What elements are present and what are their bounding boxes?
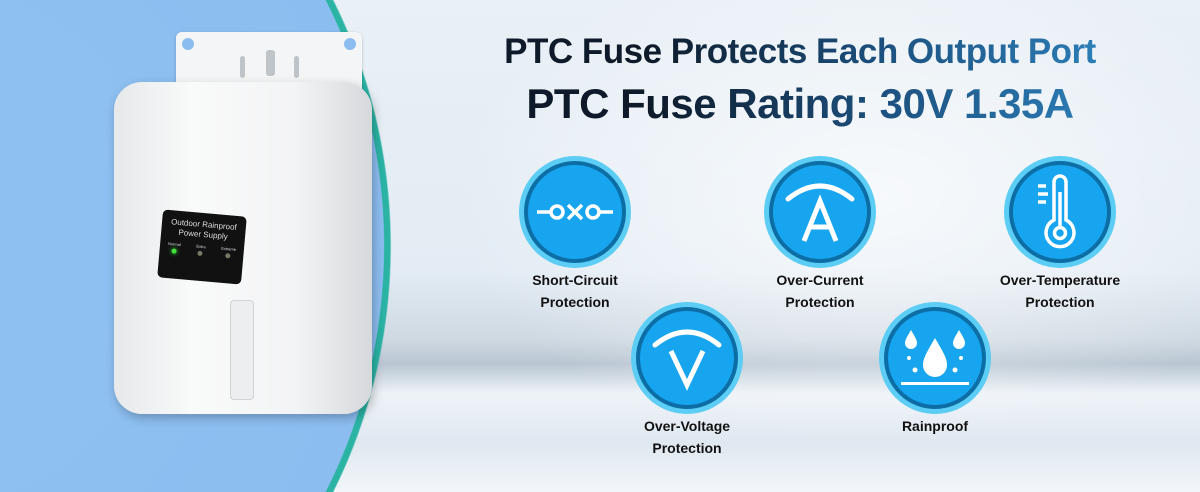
feature-label-line1: Short-Circuit (532, 272, 618, 288)
feature-label-line2: Protection (1025, 294, 1095, 310)
thermometer-icon (1038, 174, 1076, 249)
headline-line1: PTC Fuse Protects Each Output Port (420, 32, 1180, 72)
short-circuit-icon (537, 203, 613, 221)
product-label: Outdoor Rainproof Power Supply Normal Ex… (157, 209, 247, 285)
feature-label-line1: Over-Temperature (999, 272, 1121, 288)
led-extra: Extra (196, 244, 206, 257)
mounting-hole (344, 38, 356, 50)
feature-rainproof: Rainproof (835, 302, 1035, 436)
headline-line2: PTC Fuse Rating: 30V 1.35A (420, 80, 1180, 128)
mounting-slot (240, 56, 245, 78)
feature-label-line1: Rainproof (901, 418, 969, 434)
led-extreme: Extreme (220, 246, 236, 259)
feature-label-line1: Over-Current (776, 272, 864, 288)
mounting-slot (266, 50, 275, 76)
cable-door (230, 300, 254, 400)
led-label: Extreme (221, 245, 237, 252)
mounting-slot (294, 56, 299, 78)
led-indicator (197, 250, 204, 257)
feature-label-line2: Protection (652, 440, 722, 456)
led-indicator (171, 248, 177, 254)
feature-label-line1: Over-Voltage (643, 418, 731, 434)
led-normal: Normal (167, 241, 181, 254)
feature-label-line2: Protection (540, 294, 610, 310)
led-indicator (225, 253, 231, 259)
feature-over-current: Over-Current Protection (720, 156, 920, 312)
ammeter-icon (785, 183, 855, 242)
feature-over-voltage: Over-Voltage Protection (587, 302, 787, 458)
water-drops-icon (901, 330, 969, 385)
feature-short-circuit: Short-Circuit Protection (475, 156, 675, 312)
mounting-hole (182, 38, 194, 50)
voltmeter-icon (652, 329, 722, 391)
led-label: Normal (167, 241, 182, 248)
led-label: Extra (196, 243, 206, 250)
feature-label-line2: Protection (785, 294, 855, 310)
feature-over-temperature: Over-Temperature Protection (960, 156, 1160, 312)
